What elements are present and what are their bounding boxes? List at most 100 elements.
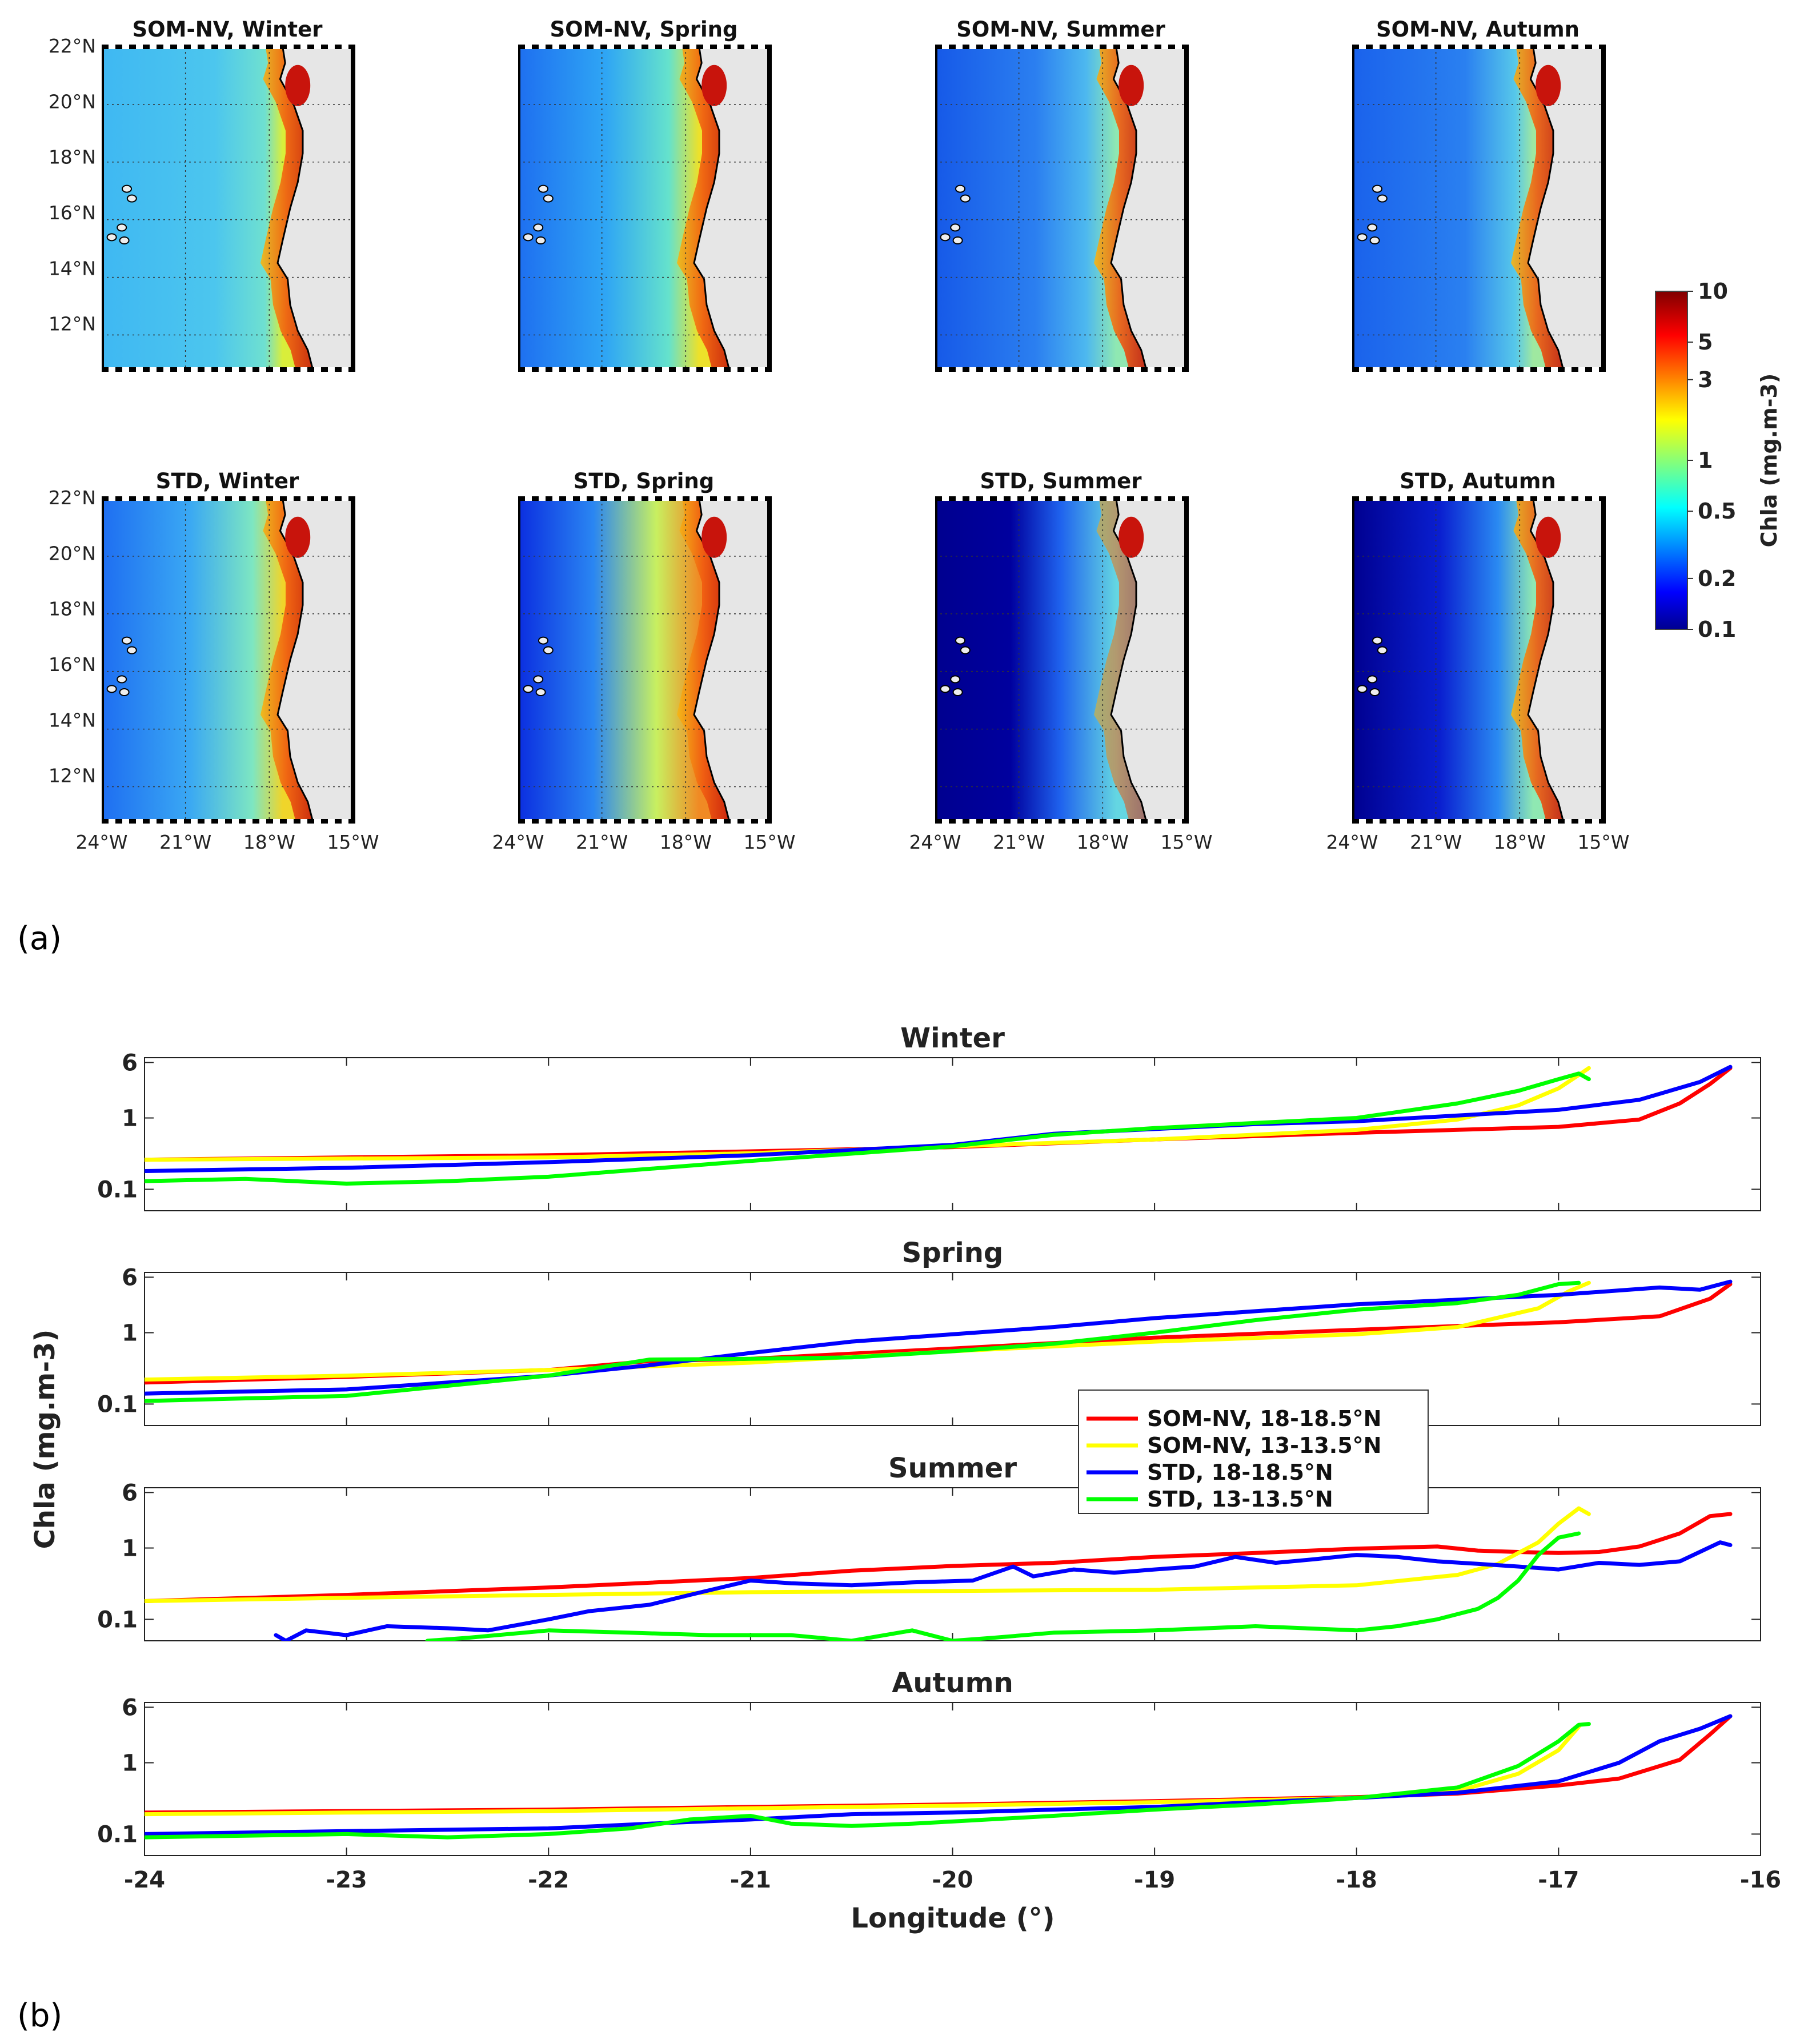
coastal-upwelling (1094, 47, 1146, 370)
frame-right (351, 45, 355, 372)
panel-title: Spring (902, 1237, 1004, 1269)
frame-bottom (1350, 819, 1606, 824)
colorbar-ticks: 10 5 3 1 0.5 0.2 0.1 (1687, 279, 1736, 642)
land (1528, 47, 1603, 370)
series-line (145, 1512, 1733, 1603)
lat-tick-label: 12°N (49, 765, 96, 787)
x-tick-label: -17 (1538, 1867, 1579, 1893)
land (278, 499, 353, 821)
map-panel: STD, Summer 24°W 21°W 18°W 15°W (909, 469, 1212, 853)
island (126, 194, 137, 203)
cap-blanc-patch (1119, 516, 1144, 558)
y-tick-label: 6 (122, 1264, 138, 1291)
y-tick-label: 6 (122, 1050, 138, 1076)
frame-bottom (933, 367, 1189, 372)
lat-tick-label: 12°N (49, 313, 96, 335)
colorbar-tick-label: 5 (1698, 330, 1713, 355)
map-panel: SOM-NV, Autumn (1350, 17, 1606, 372)
island (950, 223, 961, 232)
lon-tick-label: 15°W (327, 831, 379, 853)
map-panel: STD, Autumn 24°W 21°W 18°W 15°W (1326, 469, 1629, 853)
island (119, 688, 130, 696)
colorbar-label: Chla (mg.m-3) (1757, 374, 1782, 548)
island (126, 646, 137, 654)
island (543, 646, 554, 654)
island (1369, 688, 1380, 696)
island (1357, 233, 1368, 242)
island (543, 194, 554, 203)
frame-bottom (1350, 367, 1606, 372)
y-tick-label: 1 (122, 1536, 138, 1562)
island (523, 233, 534, 242)
series-group (145, 1506, 1733, 1641)
map-panel: SOM-NV, Spring (516, 17, 772, 372)
island (119, 236, 130, 244)
frame-bottom (99, 367, 355, 372)
colorbar-tick-label: 10 (1698, 279, 1728, 304)
frame-bottom (99, 819, 355, 824)
panel-b-label: (b) (17, 1997, 62, 2034)
coastal-upwelling (1094, 499, 1146, 821)
land (1111, 47, 1186, 370)
cap-blanc-patch (701, 65, 727, 106)
frame-right (351, 496, 355, 824)
panel-a-label: (a) (17, 920, 62, 957)
frame-right (1601, 496, 1606, 824)
land (694, 47, 769, 370)
land (694, 499, 769, 821)
island (1367, 223, 1378, 232)
lon-tick-label: 18°W (1494, 831, 1546, 853)
x-tick-label: -22 (528, 1867, 569, 1893)
island (955, 184, 965, 193)
lat-tick-label: 22°N (49, 487, 96, 509)
frame-left (99, 45, 104, 372)
lon-tick-label: 15°W (1577, 831, 1629, 853)
island (950, 675, 961, 684)
cap-blanc-patch (285, 65, 311, 106)
island (1369, 236, 1380, 244)
frame-left (516, 45, 520, 372)
series-line (274, 1540, 1733, 1641)
x-tick-label: -20 (932, 1867, 973, 1893)
frame-left (1350, 496, 1354, 824)
series-group (145, 1714, 1733, 1840)
island (538, 184, 548, 193)
lat-tick-label: 22°N (49, 35, 96, 57)
line-panel: Autumn 6 1 0.1 -24 -23 -22 -21 -20 -19 -18 -17 -16 (97, 1667, 1781, 1893)
lon-tick-label: 24°W (492, 831, 544, 853)
island (940, 685, 951, 693)
series-group (145, 1279, 1733, 1403)
lat-tick-label: 16°N (49, 202, 96, 224)
lat-tick-label: 18°N (49, 146, 96, 168)
colorbar-tick-label: 1 (1698, 448, 1713, 473)
coastline (276, 46, 314, 370)
island (1367, 675, 1378, 684)
frame-top (933, 496, 1189, 501)
island (1372, 184, 1382, 193)
frame-left (933, 45, 937, 372)
colorbar-tick-label: 0.2 (1698, 566, 1736, 591)
lon-tick-label: 21°W (159, 831, 211, 853)
coastal-upwelling (677, 499, 729, 821)
island (1377, 646, 1388, 654)
x-tick-label: -23 (326, 1867, 367, 1893)
coastline (693, 498, 731, 822)
map-title: STD, Spring (574, 469, 714, 493)
map-title: SOM-NV, Summer (956, 17, 1165, 42)
frame-left (99, 496, 104, 824)
island (533, 675, 544, 684)
island (106, 685, 117, 693)
colorbar-tick-label: 0.1 (1698, 617, 1736, 642)
series-line (145, 1066, 1591, 1162)
series-line (145, 1279, 1733, 1396)
coastline (1527, 46, 1565, 370)
map-panel: STD, Spring 24°W 21°W 18°W 15°W (492, 469, 795, 853)
frame-bottom (516, 819, 772, 824)
plot-area (144, 1057, 1761, 1211)
legend-box (1078, 1390, 1429, 1514)
map-title: STD, Summer (980, 469, 1142, 493)
cap-blanc-patch (1119, 65, 1144, 106)
